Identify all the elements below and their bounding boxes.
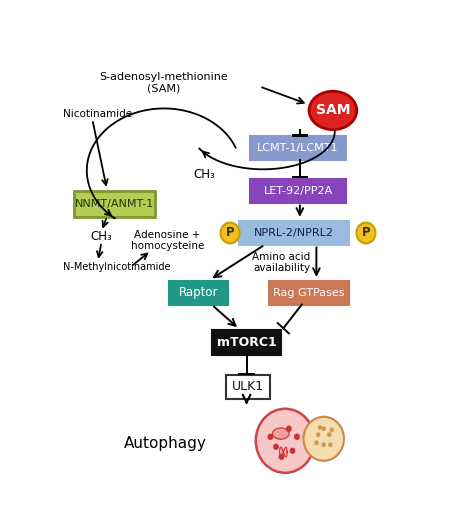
Circle shape — [220, 223, 240, 243]
Circle shape — [316, 432, 320, 437]
Text: SAM: SAM — [316, 103, 350, 118]
Circle shape — [290, 448, 295, 454]
Circle shape — [321, 443, 326, 447]
FancyBboxPatch shape — [250, 136, 346, 161]
Text: N-Methylnicotinamide: N-Methylnicotinamide — [63, 262, 171, 271]
FancyBboxPatch shape — [250, 178, 346, 202]
Circle shape — [329, 427, 334, 432]
Circle shape — [328, 443, 333, 447]
FancyBboxPatch shape — [169, 281, 228, 305]
Text: NPRL-2/NPRL2: NPRL-2/NPRL2 — [255, 228, 334, 238]
Text: Raptor: Raptor — [179, 286, 219, 299]
Circle shape — [303, 417, 344, 461]
Circle shape — [294, 434, 300, 440]
FancyBboxPatch shape — [239, 220, 349, 244]
Circle shape — [321, 426, 326, 431]
Text: CH₃: CH₃ — [91, 230, 112, 243]
Text: Amino acid
availability: Amino acid availability — [252, 252, 310, 274]
FancyBboxPatch shape — [227, 375, 271, 399]
Ellipse shape — [273, 428, 289, 439]
Text: Adenosine +
homocysteine: Adenosine + homocysteine — [131, 230, 204, 251]
Circle shape — [327, 432, 331, 437]
Ellipse shape — [309, 91, 357, 129]
Circle shape — [356, 223, 375, 243]
Text: Autophagy: Autophagy — [124, 436, 206, 451]
Text: LCMT-1/LCMT1: LCMT-1/LCMT1 — [257, 144, 339, 153]
Circle shape — [256, 409, 315, 473]
Circle shape — [318, 425, 322, 430]
Text: CH₃: CH₃ — [193, 168, 215, 181]
Text: Nicotinamide: Nicotinamide — [63, 109, 132, 120]
FancyBboxPatch shape — [269, 281, 349, 305]
Text: Rag GTPases: Rag GTPases — [273, 288, 345, 297]
Circle shape — [267, 434, 273, 440]
Text: ULK1: ULK1 — [232, 380, 264, 393]
Text: mTORC1: mTORC1 — [217, 336, 276, 349]
Text: LET-92/PP2A: LET-92/PP2A — [264, 186, 333, 196]
FancyBboxPatch shape — [74, 190, 155, 216]
Circle shape — [314, 440, 319, 445]
Circle shape — [273, 444, 279, 450]
Circle shape — [279, 453, 284, 460]
Text: P: P — [362, 227, 370, 240]
Text: S-adenosyl-methionine
(SAM): S-adenosyl-methionine (SAM) — [100, 72, 228, 93]
Text: NNMT/ANMT-1: NNMT/ANMT-1 — [75, 199, 154, 209]
FancyBboxPatch shape — [212, 330, 282, 355]
Circle shape — [286, 425, 292, 432]
Text: P: P — [226, 227, 234, 240]
